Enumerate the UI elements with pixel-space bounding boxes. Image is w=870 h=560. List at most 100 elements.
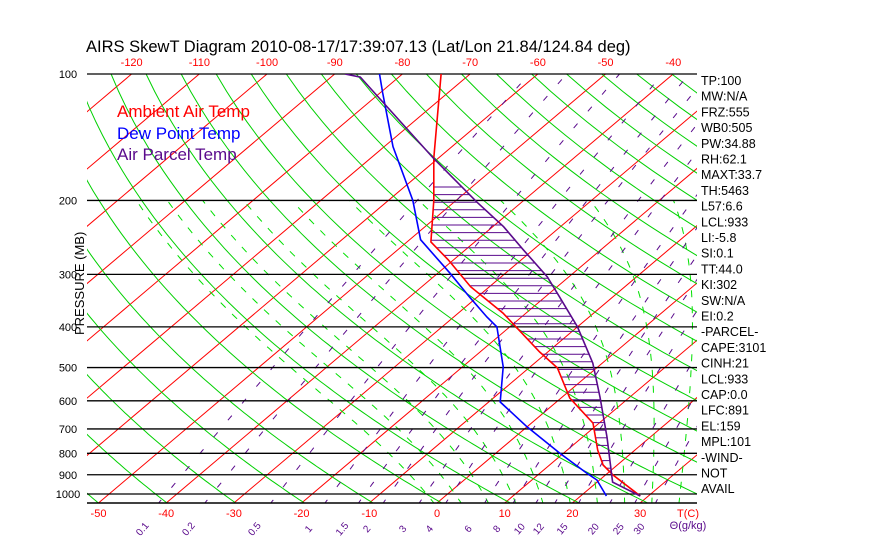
isotherm-line: [165, 74, 674, 503]
mixing-ratio-line: [270, 74, 620, 503]
mixing-ratio-tick-label: 0.2: [180, 520, 198, 538]
chart-title: AIRS SkewT Diagram 2010-08-17/17:39:07.1…: [86, 38, 631, 56]
dry-adiabat-line: [777, 74, 870, 505]
isotherm-line: [87, 74, 539, 457]
stat-item: CINH:21: [701, 357, 749, 371]
legend-dewpoint: Dew Point Temp: [117, 124, 240, 143]
isotherm-line: [87, 74, 471, 399]
moist-adiabat-line: [243, 200, 517, 503]
mixing-ratio-tick-label: 15: [555, 521, 571, 537]
pressure-tick-label: 500: [59, 363, 77, 375]
mixing-ratio-tick-label: 1.5: [334, 520, 352, 538]
stat-item: TP:100: [701, 74, 741, 88]
dry-adiabat-line: [285, 74, 697, 402]
pressure-tick-label: 200: [59, 195, 77, 207]
moist-adiabat-line: [500, 200, 626, 503]
isotherm-line: [503, 339, 697, 503]
stat-item: RH:62.1: [701, 153, 747, 167]
mixing-ratio-tick-label: 0.5: [246, 520, 264, 538]
stat-item: LFC:891: [701, 404, 749, 418]
mixing-ratio-line: [512, 227, 697, 503]
mixing-ratio-line: [324, 74, 663, 503]
dewpoint-temp-line: [378, 74, 608, 497]
stat-item: CAP:0.0: [701, 388, 748, 402]
stat-item: KI:302: [701, 278, 737, 292]
pressure-tick-label: 400: [59, 322, 77, 334]
mixing-ratio-line: [382, 87, 697, 503]
dry-adiabat-line: [742, 74, 870, 505]
stat-item: NOT: [701, 467, 728, 481]
top-temp-tick-label: -90: [327, 57, 343, 69]
mixing-ratio-line: [418, 123, 697, 503]
stat-item: L57:6.6: [701, 200, 743, 214]
stat-item: PW:34.88: [701, 137, 756, 151]
pressure-tick-label: 1000: [56, 489, 80, 501]
mixing-ratio-tick-label: 1: [303, 523, 315, 535]
moist-adiabat-line: [349, 200, 571, 503]
pressure-tick-label: 900: [59, 470, 77, 482]
cape-hatching: [430, 186, 611, 469]
bottom-temp-tick-label: 10: [499, 508, 511, 520]
mixing-ratio-tick-label: 30: [632, 521, 648, 537]
stat-item: CAPE:3101: [701, 341, 766, 355]
isotherm-line: [87, 74, 404, 342]
mixing-ratio-tick-label: 4: [424, 523, 436, 535]
pressure-tick-label: 100: [59, 69, 77, 81]
isotherm-line: [0, 65, 75, 505]
legend: Ambient Air Temp Dew Point Temp Air Parc…: [117, 102, 250, 164]
bottom-temp-tick-label: -50: [91, 508, 107, 520]
top-temp-tick-label: -100: [256, 57, 278, 69]
mixing-ratio-tick-label: 20: [586, 521, 602, 537]
stat-item: EI:0.2: [701, 310, 734, 324]
bottom-temp-tick-label: 30: [634, 508, 646, 520]
dry-adiabat-line: [461, 74, 697, 257]
mixing-ratio-tick-label: 8: [491, 523, 503, 535]
mixing-ratio-tick-label: 3: [397, 523, 409, 535]
bottom-temp-tick-label: 0: [434, 508, 440, 520]
bottom-temp-tick-label: -20: [294, 508, 310, 520]
stat-item: LI:-5.8: [701, 231, 736, 245]
dry-adiabat-line: [180, 74, 697, 495]
mixing-ratio-unit-label: Θ(g/kg): [670, 520, 707, 532]
mixing-ratio-tick-label: 2: [361, 523, 373, 535]
isotherm-line: [300, 167, 697, 503]
moist-adiabat-line: [418, 200, 598, 503]
moist-adiabat-line: [589, 200, 655, 503]
top-temp-tick-label: -60: [530, 57, 546, 69]
top-temp-tick-label: -40: [665, 57, 681, 69]
mixing-ratio-tick-label: 10: [512, 521, 528, 537]
bottom-temp-tick-label: 20: [566, 508, 578, 520]
temp-unit-label: T(C): [677, 508, 699, 520]
dry-adiabat-line: [356, 74, 697, 342]
dry-adiabat-line: [496, 74, 697, 229]
parcel-temp-line: [344, 74, 641, 497]
stat-item: FRZ:555: [701, 105, 750, 119]
pressure-tick-label: 700: [59, 424, 77, 436]
stat-item: AVAIL: [701, 482, 735, 496]
dry-adiabat-line: [0, 74, 32, 505]
mixing-ratio-line: [654, 425, 697, 503]
stat-item: LCL:933: [701, 215, 748, 229]
pressure-tick-label: 600: [59, 396, 77, 408]
isotherm-line: [233, 110, 697, 503]
mixing-ratio-line: [357, 74, 690, 503]
dry-adiabat-line: [426, 74, 697, 285]
top-temp-tick-label: -110: [189, 57, 210, 69]
bottom-temp-tick-label: -30: [226, 508, 242, 520]
moist-adiabat-line: [291, 200, 544, 503]
isotherm-line: [0, 65, 7, 505]
mixing-ratio-tick-label: 25: [611, 521, 627, 537]
mixing-ratio-tick-label: 12: [531, 521, 547, 537]
ambient-temp-line: [430, 74, 641, 497]
stat-item: SW:N/A: [701, 294, 746, 308]
isobars: [87, 73, 697, 504]
mixing-ratio-tick-label: 6: [463, 523, 475, 535]
stat-item: MAXT:33.7: [701, 168, 762, 182]
mixing-ratio-line: [204, 74, 567, 503]
legend-ambient: Ambient Air Temp: [117, 102, 250, 121]
stat-item: MPL:101: [701, 435, 751, 449]
top-temp-tick-label: -80: [395, 57, 411, 69]
pressure-tick-label: 300: [59, 269, 77, 281]
isotherm-line: [87, 74, 201, 170]
